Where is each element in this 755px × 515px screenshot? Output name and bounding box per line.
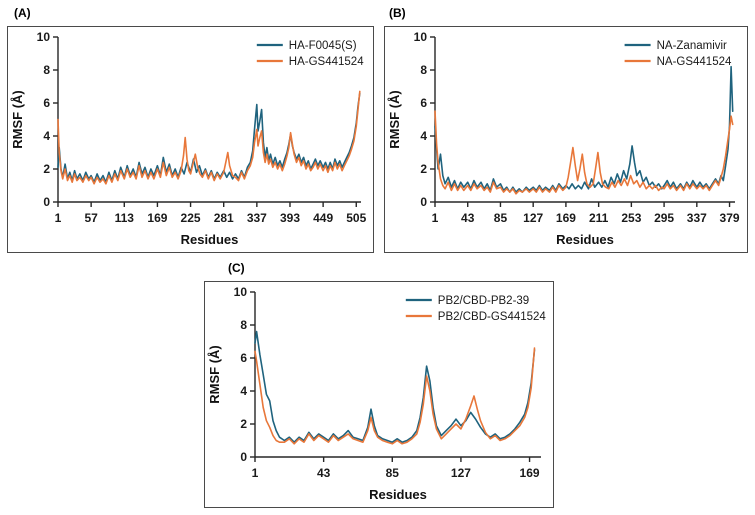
- legend-label: PB2/CBD-GS441524: [438, 311, 547, 323]
- legend-label: PB2/CBD-PB2-39: [438, 295, 529, 307]
- series-line: [434, 110, 734, 195]
- series-line: [57, 90, 361, 185]
- x-tick-label: 253: [621, 211, 641, 225]
- legend-label: HA-F0045(S): [289, 40, 357, 52]
- y-tick-label: 4: [420, 129, 427, 143]
- y-tick-label: 0: [43, 195, 50, 209]
- x-tick-label: 449: [313, 211, 333, 225]
- x-tick-label: 225: [181, 211, 201, 225]
- y-tick-label: 6: [420, 96, 427, 110]
- y-tick-label: 8: [43, 63, 50, 77]
- y-axis-title: RMSF (Å): [387, 90, 402, 149]
- x-tick-label: 169: [147, 211, 167, 225]
- x-tick-label: 1: [432, 211, 439, 225]
- legend-label: NA-Zanamivir: [657, 40, 727, 52]
- panel-c-label: (C): [228, 261, 245, 275]
- x-tick-label: 295: [654, 211, 674, 225]
- panel-b-label: (B): [389, 6, 406, 20]
- y-tick-label: 10: [234, 285, 248, 299]
- x-tick-label: 337: [247, 211, 267, 225]
- x-tick-label: 57: [84, 211, 98, 225]
- series-line: [254, 347, 536, 445]
- panel-a-box: 0 2 4 6 8 10 1 57 113 169 225 281 337 393 449 505 Residu…: [7, 26, 374, 253]
- y-tick-label: 0: [420, 195, 427, 209]
- legend-label: HA-GS441524: [289, 56, 364, 68]
- y-tick-label: 8: [420, 63, 427, 77]
- x-axis-title: Residues: [181, 232, 239, 247]
- x-tick-label: 43: [317, 466, 331, 480]
- x-axis-title: Residues: [556, 232, 614, 247]
- x-tick-label: 393: [280, 211, 300, 225]
- x-tick-label: 169: [556, 211, 576, 225]
- x-tick-label: 379: [720, 211, 740, 225]
- y-tick-label: 6: [240, 351, 247, 365]
- series-line: [57, 92, 361, 183]
- x-tick-label: 43: [461, 211, 475, 225]
- x-tick-label: 337: [687, 211, 707, 225]
- y-tick-label: 4: [43, 129, 50, 143]
- panel-b-box: 0 2 4 6 8 10 1 43 85 127 169 211 253 295 337 379 Residue…: [384, 26, 748, 253]
- y-axis-title: RMSF (Å): [207, 345, 222, 404]
- y-axis-title: RMSF (Å): [10, 90, 25, 149]
- series-line: [254, 330, 536, 443]
- y-tick-label: 2: [420, 162, 427, 176]
- x-tick-label: 505: [346, 211, 366, 225]
- y-tick-label: 8: [240, 318, 247, 332]
- panel-c-box: 0 2 4 6 8 10 1 43 85 127 169 Residues RMSF (Å) PB2/CB…: [204, 281, 554, 508]
- y-tick-label: 0: [240, 450, 247, 464]
- x-tick-label: 211: [589, 211, 609, 225]
- x-axis-title: Residues: [369, 487, 427, 502]
- y-tick-label: 6: [43, 96, 50, 110]
- y-tick-label: 10: [414, 30, 428, 44]
- panel-a-label: (A): [14, 6, 31, 20]
- y-tick-label: 4: [240, 384, 247, 398]
- x-tick-label: 113: [115, 211, 135, 225]
- x-tick-label: 127: [451, 466, 471, 480]
- legend-label: NA-GS441524: [657, 56, 732, 68]
- x-tick-label: 85: [386, 466, 400, 480]
- x-tick-label: 127: [523, 211, 543, 225]
- chart-b: 0 2 4 6 8 10 1 43 85 127 169 211 253 295 337 379 Residue…: [387, 30, 740, 247]
- series-line: [434, 65, 734, 193]
- chart-c: 0 2 4 6 8 10 1 43 85 127 169 Residues RMSF (Å) PB2/CB…: [207, 285, 547, 502]
- x-tick-label: 85: [494, 211, 508, 225]
- y-tick-label: 2: [240, 417, 247, 431]
- x-tick-label: 1: [252, 466, 259, 480]
- x-tick-label: 169: [520, 466, 540, 480]
- y-tick-label: 10: [37, 30, 51, 44]
- x-tick-label: 1: [55, 211, 62, 225]
- chart-a: 0 2 4 6 8 10 1 57 113 169 225 281 337 393 449 505 Residu…: [10, 30, 367, 247]
- y-tick-label: 2: [43, 162, 50, 176]
- x-tick-label: 281: [214, 211, 234, 225]
